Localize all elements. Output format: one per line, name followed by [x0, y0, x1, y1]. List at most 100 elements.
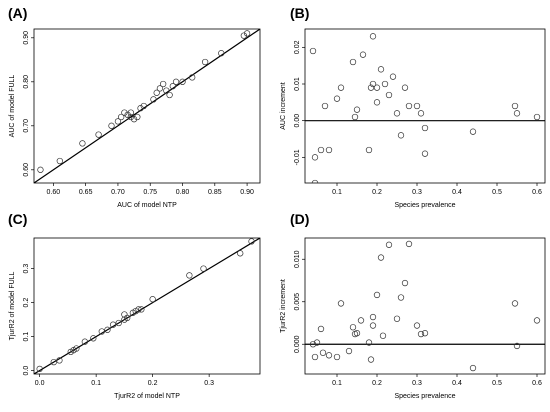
data-point — [349, 58, 357, 66]
data-point — [413, 102, 421, 110]
data-point — [56, 157, 63, 165]
data-point — [108, 122, 115, 129]
y-axis-label: AUC of model FULL — [9, 75, 16, 138]
panel-3: (C) 0.0 0.1 0.2 0.3 0.0 0.1 0.2 0.3 TjurR2 of mod… — [8, 211, 261, 400]
data-point — [118, 113, 125, 121]
x-tick-label: 0.85 — [208, 189, 222, 196]
data-point — [98, 328, 105, 335]
data-point — [73, 345, 80, 352]
data-point — [153, 89, 160, 96]
x-tick-label: 0.5 — [492, 380, 502, 387]
data-point — [56, 357, 63, 364]
x-axis-label: Species prevalence — [394, 202, 455, 209]
data-point — [311, 154, 319, 161]
data-point — [373, 291, 381, 299]
plot-area — [34, 238, 260, 374]
data-point — [186, 272, 193, 279]
identity-line — [34, 29, 260, 183]
data-point — [511, 300, 519, 307]
data-point — [169, 83, 176, 90]
x-tick-label: 0.6 — [532, 189, 542, 196]
data-point — [163, 87, 170, 94]
y-tick-label: 0.0 — [23, 366, 30, 376]
data-point — [533, 317, 541, 324]
data-point — [369, 322, 377, 329]
x-tick-label: 0.4 — [452, 189, 462, 196]
x-tick-label: 0.60 — [47, 189, 61, 196]
data-point — [218, 50, 225, 57]
data-point — [309, 341, 317, 348]
x-tick-label: 0.75 — [143, 189, 157, 196]
data-point — [311, 353, 319, 361]
data-point — [397, 294, 405, 301]
y-tick-label: 0.60 — [23, 163, 30, 177]
data-point — [367, 356, 375, 363]
data-point — [90, 335, 97, 342]
x-tick-label: 0.0 — [35, 380, 45, 387]
data-point — [248, 238, 255, 245]
data-point — [369, 33, 377, 40]
x-tick-label: 0.2 — [372, 380, 382, 387]
plot-area — [305, 33, 545, 183]
x-tick-label: 0.2 — [372, 189, 382, 196]
panel-1: (A) 0.60 0.65 0.70 0.75 0.80 0.85 0.90 0.60 0.70 0… — [8, 5, 261, 209]
data-point — [156, 85, 164, 92]
y-tick-label: 0.2 — [23, 298, 30, 308]
data-point — [201, 58, 209, 66]
data-point — [114, 118, 122, 125]
panel-label: (A) — [8, 5, 27, 21]
x-tick-label: 0.2 — [148, 380, 158, 387]
plot-frame — [304, 237, 546, 375]
panel-4: (D) 0.1 0.2 0.3 0.4 0.5 0.6 0.000 0.005 0.010 Spec… — [280, 211, 546, 400]
data-point — [417, 110, 425, 117]
data-point — [401, 84, 409, 91]
plot-frame — [304, 28, 546, 184]
data-point — [469, 364, 477, 372]
data-point — [166, 91, 173, 99]
y-tick-label: 0.3 — [23, 264, 30, 274]
y-tick-label: 0.005 — [294, 293, 301, 311]
data-point — [36, 365, 43, 373]
data-point — [357, 317, 365, 324]
data-point — [121, 109, 128, 116]
data-point — [397, 132, 405, 139]
y-tick-label: 0.90 — [23, 31, 30, 45]
data-point — [313, 339, 321, 346]
x-axis-label: Species prevalence — [394, 393, 455, 400]
x-tick-label: 0.1 — [332, 380, 342, 387]
x-tick-label: 0.3 — [412, 380, 422, 387]
data-point — [104, 326, 111, 333]
data-point — [373, 84, 381, 91]
data-point — [325, 352, 333, 359]
data-point — [359, 51, 367, 58]
data-point — [95, 131, 102, 138]
data-point — [115, 319, 122, 327]
x-tick-label: 0.70 — [111, 189, 125, 196]
data-point — [149, 296, 156, 303]
data-point — [377, 66, 385, 73]
data-point — [367, 84, 375, 91]
data-point — [421, 150, 429, 157]
data-point — [405, 240, 413, 248]
data-point — [138, 306, 145, 313]
y-tick-label: -0.01 — [294, 149, 301, 165]
data-point — [137, 105, 144, 112]
data-point — [179, 78, 186, 85]
data-point — [317, 325, 325, 333]
data-point — [421, 124, 429, 132]
data-point — [319, 349, 327, 356]
x-tick-label: 0.1 — [332, 189, 342, 196]
x-tick-label: 0.3 — [412, 189, 422, 196]
data-point — [345, 347, 353, 355]
y-axis-label: TjurR2 of model FULL — [9, 271, 16, 340]
y-tick-label: 0.70 — [23, 119, 30, 133]
plot-area — [34, 29, 260, 183]
data-point — [311, 179, 319, 183]
data-point — [393, 315, 401, 322]
data-point — [189, 74, 196, 81]
data-point — [513, 110, 521, 117]
x-axis-label: TjurR2 of model NTP — [114, 393, 180, 400]
data-point — [240, 32, 248, 39]
y-axis-label: AUC increment — [280, 82, 287, 130]
